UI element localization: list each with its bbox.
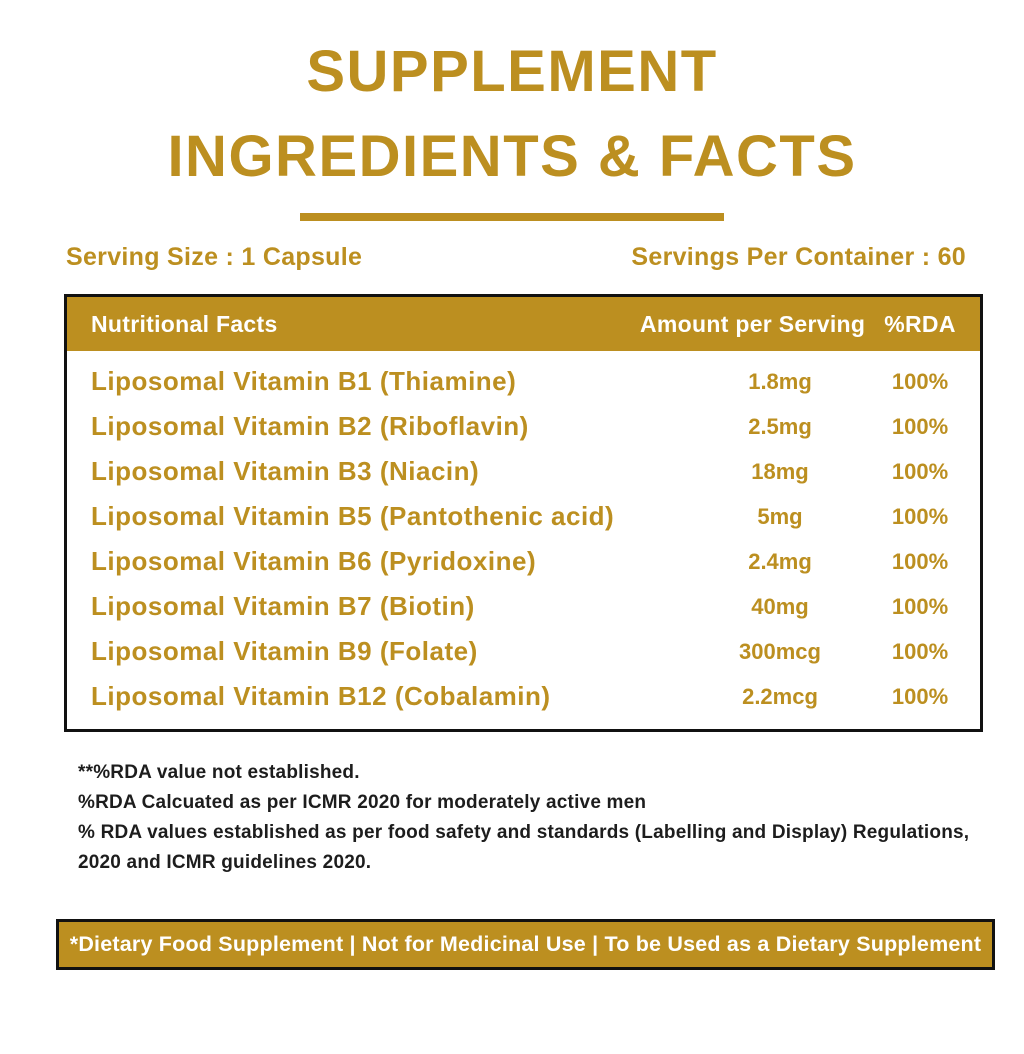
row-amount: 2.4mg [748,548,812,574]
row-amount: 300mcg [739,638,821,664]
row-rda: 100% [891,458,949,484]
table-body: Liposomal Vitamin B1 (Thiamine) 1.8mg 10… [67,351,980,729]
row-rda: 100% [891,683,949,709]
footnote-rda-regulations: % RDA values established as per food saf… [78,822,970,874]
footnotes: **%RDA value not established. %RDA Calcu… [78,758,978,878]
title-underline [300,213,724,222]
row-rda: 100% [891,413,949,439]
disclaimer-text: *Dietary Food Supplement | Not for Medic… [69,932,982,956]
header-amount-per-serving: Amount per Serving [640,310,866,337]
row-name: Liposomal Vitamin B6 (Pyridoxine) [91,546,537,577]
table-row: Liposomal Vitamin B5 (Pantothenic acid) … [67,494,980,539]
row-name: Liposomal Vitamin B2 (Riboflavin) [91,411,529,442]
servings-per-container-label: Servings Per Container : 60 [631,243,966,272]
row-name: Liposomal Vitamin B1 (Thiamine) [91,366,517,397]
header-rda: %RDA [884,310,956,337]
table-row: Liposomal Vitamin B6 (Pyridoxine) 2.4mg … [67,539,980,584]
row-amount: 40mg [751,593,809,619]
row-amount: 2.5mg [748,413,812,439]
nutrition-facts-table: Nutritional Facts Amount per Serving %RD… [64,294,983,733]
row-rda: 100% [891,593,949,619]
supplement-facts-label: SUPPLEMENT INGREDIENTS & FACTS Serving S… [0,30,1024,1054]
table-row: Liposomal Vitamin B3 (Niacin) 18mg 100% [67,449,980,494]
table-row: Liposomal Vitamin B7 (Biotin) 40mg 100% [67,584,980,629]
table-row: Liposomal Vitamin B12 (Cobalamin) 2.2mcg… [67,674,980,719]
row-amount: 18mg [751,458,809,484]
row-amount: 2.2mcg [742,683,818,709]
row-rda: 100% [891,368,949,394]
footnote-rda-calculated: %RDA Calcuated as per ICMR 2020 for mode… [78,792,647,814]
disclaimer-banner: *Dietary Food Supplement | Not for Medic… [56,919,995,970]
header-nutritional-facts: Nutritional Facts [91,310,278,337]
row-name: Liposomal Vitamin B12 (Cobalamin) [91,681,551,712]
table-row: Liposomal Vitamin B1 (Thiamine) 1.8mg 10… [67,359,980,404]
page-title-line2: INGREDIENTS & FACTS [167,123,857,189]
page-title-line1: SUPPLEMENT [306,39,718,104]
row-name: Liposomal Vitamin B9 (Folate) [91,636,478,667]
row-amount: 1.8mg [748,368,812,394]
row-name: Liposomal Vitamin B7 (Biotin) [91,591,475,622]
table-row: Liposomal Vitamin B2 (Riboflavin) 2.5mg … [67,404,980,449]
table-row: Liposomal Vitamin B9 (Folate) 300mcg 100… [67,629,980,674]
row-name: Liposomal Vitamin B5 (Pantothenic acid) [91,501,615,532]
row-amount: 5mg [757,503,803,529]
footnote-rda-not-established: **%RDA value not established. [78,762,360,784]
row-rda: 100% [891,548,949,574]
page-title: SUPPLEMENT INGREDIENTS & FACTS [0,30,1024,199]
serving-size-label: Serving Size : 1 Capsule [66,243,363,272]
serving-info: Serving Size : 1 Capsule Servings Per Co… [66,243,966,272]
row-rda: 100% [891,503,949,529]
table-header-row: Nutritional Facts Amount per Serving %RD… [67,297,980,352]
row-name: Liposomal Vitamin B3 (Niacin) [91,456,480,487]
row-rda: 100% [891,638,949,664]
